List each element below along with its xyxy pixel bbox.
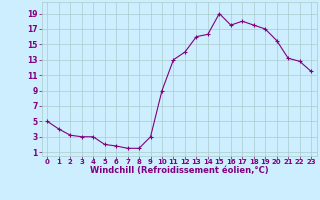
X-axis label: Windchill (Refroidissement éolien,°C): Windchill (Refroidissement éolien,°C) [90,166,268,175]
